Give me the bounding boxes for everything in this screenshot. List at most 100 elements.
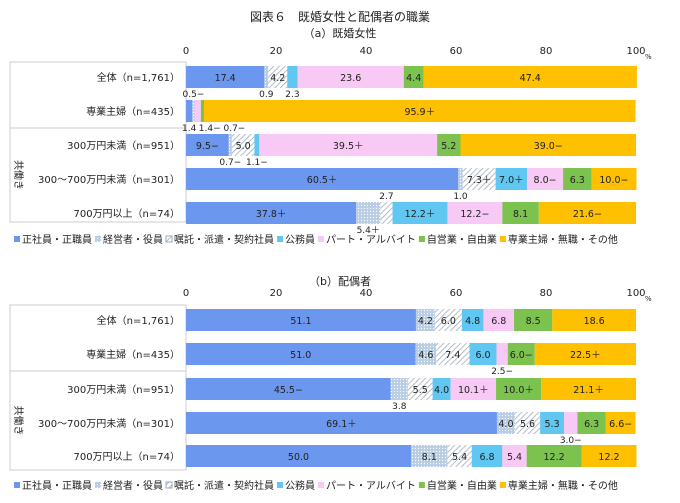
bar-segment <box>534 343 636 365</box>
bar-segment <box>437 134 461 156</box>
bar-segment <box>231 134 255 156</box>
data-label: 7.0＋ <box>499 175 524 186</box>
bar-segment <box>496 378 542 400</box>
data-label: 0.5− <box>182 90 204 100</box>
bar-segment <box>415 309 435 331</box>
legend-label: 専業主婦・無職・その他 <box>508 233 618 246</box>
category-label: 300万円未満（n=951） <box>67 384 180 396</box>
bar-segment <box>186 100 193 122</box>
legend-label: パート・アルバイト <box>326 480 416 492</box>
data-label: 3.0− <box>560 436 582 446</box>
bar-segment <box>450 378 497 400</box>
data-label: 5.5 <box>413 385 428 396</box>
data-label: 12.2＋ <box>405 209 436 220</box>
data-label: 8.5 <box>526 316 541 327</box>
bar-segment <box>194 100 201 122</box>
data-label: 2.3 <box>285 90 299 100</box>
bar-segment <box>502 202 539 224</box>
bar-segment <box>186 343 416 365</box>
chart-subtitle: （a）既婚女性 <box>304 26 377 40</box>
data-label: 2.7 <box>379 192 393 202</box>
bar-segment <box>460 134 636 156</box>
bar-segment <box>287 66 298 88</box>
data-label: 6.0 <box>475 350 490 361</box>
data-label: 0.9 <box>259 90 274 100</box>
data-label: 5.4 <box>452 452 467 463</box>
legend-swatch <box>165 481 173 489</box>
data-label: 45.5− <box>274 385 303 396</box>
data-label: 22.5＋ <box>570 350 601 361</box>
data-label: 23.6 <box>340 73 361 84</box>
bar-segment <box>527 168 564 190</box>
legend-swatch <box>499 482 506 488</box>
legend-swatch <box>277 236 283 242</box>
legend-label: 公務員 <box>285 479 315 492</box>
bar-segment <box>186 445 411 467</box>
bar-segment <box>423 66 637 88</box>
bar-segment <box>186 378 391 400</box>
unit-label: % <box>645 295 652 303</box>
data-label: 1.1− <box>246 158 268 168</box>
data-label: 5.0 <box>236 141 251 152</box>
category-label: 300〜700万円未満（n=301） <box>38 174 180 186</box>
bar-segment <box>507 343 535 365</box>
data-label: 1.0 <box>453 192 468 202</box>
legend-label: 嘱託・派遣・契約社員 <box>174 233 274 246</box>
bar-segment <box>228 134 232 156</box>
data-label: 4.0 <box>434 385 449 396</box>
category-label: 専業主婦（n=435） <box>86 105 180 118</box>
data-label: 6.8 <box>491 316 506 327</box>
bar-segment <box>264 66 269 88</box>
x-tick-label: 0 <box>183 288 189 299</box>
bar-segment <box>186 202 357 224</box>
bar-segment <box>469 343 497 365</box>
x-tick-label: 20 <box>270 288 283 299</box>
data-label: 17.4 <box>215 73 236 84</box>
legend-swatch <box>95 236 101 242</box>
data-label: 21.1＋ <box>573 385 604 396</box>
data-label: 9.5− <box>196 141 219 152</box>
bar-segment <box>415 343 437 365</box>
legend-label: 専業主婦・無職・その他 <box>508 479 618 492</box>
legend-swatch <box>165 235 173 243</box>
group-label: 共働き <box>12 160 25 190</box>
category-label: 300万円未満（n=951） <box>67 140 180 152</box>
bar-segment <box>436 343 470 365</box>
legend-swatch <box>318 236 324 242</box>
group-label: 共働き <box>12 406 25 436</box>
data-label: 8.1 <box>422 452 437 463</box>
legend-swatch <box>499 236 506 242</box>
data-label: 6.0 <box>441 316 456 327</box>
bar-segment <box>496 343 508 365</box>
bar-segment <box>591 168 637 190</box>
data-label: 5.4 <box>507 452 522 463</box>
x-tick-label: 20 <box>270 46 283 57</box>
legend-swatch <box>277 482 283 488</box>
bar-segment <box>297 66 404 88</box>
bar-segment <box>200 100 204 122</box>
data-label: 47.4 <box>520 73 541 84</box>
figure-title: 図表６ 既婚女性と配偶者の職業 <box>250 9 430 24</box>
category-label: 700万円以上（n=74） <box>73 451 180 463</box>
legend-swatch <box>14 236 20 242</box>
category-label: 全体（n=1,761） <box>97 71 180 84</box>
bar-segment <box>461 309 484 331</box>
legend-swatch <box>14 482 20 488</box>
data-label: 7.3＋ <box>467 175 492 186</box>
bar-segment <box>458 168 463 190</box>
data-label: 10.0− <box>599 175 628 186</box>
data-label: 37.8＋ <box>256 209 287 220</box>
legend-label: 公務員 <box>285 233 315 246</box>
data-label: 1.4 <box>182 124 197 134</box>
data-label: 4.6 <box>418 350 433 361</box>
bar-segment <box>432 378 451 400</box>
data-label: 51.0 <box>290 350 311 361</box>
bar-segment <box>541 378 636 400</box>
data-label: 12.2 <box>598 452 619 463</box>
legend-label: 経営者・役員 <box>103 479 163 492</box>
data-label: 5.4＋ <box>357 225 380 236</box>
data-label: 0.7− <box>219 158 241 168</box>
bar-segment <box>540 412 564 434</box>
bar-segment <box>514 412 541 434</box>
data-label: 6.8 <box>479 452 494 463</box>
